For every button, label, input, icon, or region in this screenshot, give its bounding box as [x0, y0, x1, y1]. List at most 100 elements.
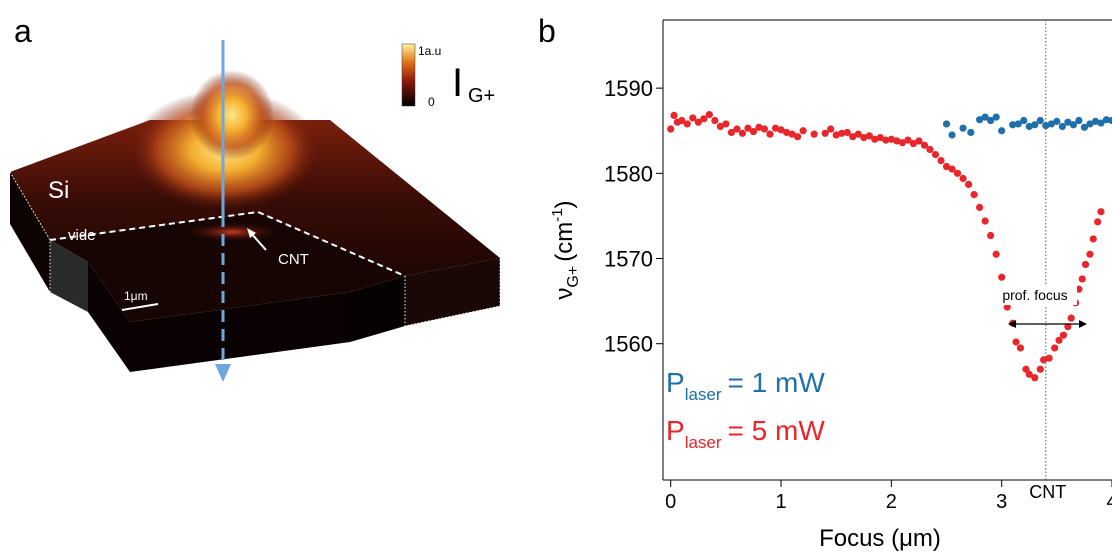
panel-label: b [538, 13, 556, 49]
scale-bar [121, 303, 159, 311]
point [976, 203, 984, 212]
point [700, 115, 708, 123]
x-tick-label: 3 [996, 491, 1007, 513]
point [942, 162, 951, 171]
point [915, 137, 923, 145]
point [1009, 121, 1017, 129]
point [970, 191, 978, 199]
point [948, 165, 956, 173]
point [860, 133, 868, 142]
cnt-glow [187, 223, 277, 241]
point [992, 113, 1000, 121]
y-tick-label: 1560 [604, 332, 653, 357]
point [678, 116, 686, 125]
legend-entry: Plaser = 5 mW [666, 415, 825, 452]
point [1036, 365, 1044, 373]
legend-part: = 5 mW [728, 415, 826, 446]
point [1064, 323, 1072, 331]
y-label-part: G+ [565, 266, 582, 288]
point [667, 125, 675, 133]
point [760, 125, 769, 133]
point [931, 150, 940, 159]
point [959, 174, 967, 183]
point [942, 120, 951, 128]
point [981, 113, 989, 121]
point [843, 128, 851, 137]
face [10, 172, 50, 292]
x-axis-label: Focus (μm) [819, 525, 941, 552]
legend-part: laser [685, 385, 722, 404]
point [887, 135, 895, 143]
legend-part: P [666, 415, 685, 446]
point [766, 130, 774, 138]
point [733, 125, 741, 133]
annotation: CNT [1029, 482, 1066, 502]
point [1058, 122, 1066, 131]
point [749, 127, 758, 136]
point [738, 129, 747, 137]
point [1080, 123, 1089, 131]
point [998, 127, 1006, 135]
point [716, 122, 724, 131]
y-label-part: ν [551, 288, 578, 300]
face [88, 262, 350, 372]
point [1036, 116, 1044, 125]
colorbar [401, 43, 416, 107]
intensity-sub: G+ [468, 85, 495, 107]
point [1016, 344, 1025, 352]
point [722, 120, 730, 128]
point [871, 135, 879, 143]
y-label-part: -1 [549, 208, 566, 221]
y-axis-label: νG+ (cm-1) [549, 200, 582, 299]
y-tick-label: 1590 [604, 76, 653, 101]
y-label-part: ) [551, 200, 578, 208]
point [1102, 116, 1111, 124]
point [1040, 356, 1048, 364]
point [832, 131, 840, 139]
point [782, 128, 791, 137]
point [1020, 116, 1028, 125]
x-tick-label: 0 [665, 491, 676, 513]
point [1014, 120, 1022, 128]
x-tick-label: 2 [886, 491, 897, 513]
point [689, 114, 697, 122]
face [50, 240, 88, 312]
point [788, 130, 796, 138]
point [1025, 370, 1033, 378]
point [992, 250, 1000, 258]
point [937, 156, 945, 165]
point [1031, 374, 1039, 382]
point [1069, 121, 1077, 129]
x-tick-label: 4 [1106, 491, 1112, 513]
point [1053, 117, 1061, 125]
point [964, 180, 973, 189]
vide-surface [50, 212, 405, 322]
point [683, 120, 691, 128]
panel-a: a Si vide CNT 1μm 1a.u 0 I G+ [9, 13, 501, 382]
point [976, 116, 984, 124]
point [1045, 354, 1053, 362]
point [1042, 122, 1050, 130]
arrow-head [1079, 320, 1087, 328]
point [1081, 260, 1090, 269]
point [998, 273, 1006, 281]
point [694, 118, 702, 126]
point [854, 130, 862, 138]
point [987, 231, 995, 240]
point [1094, 218, 1102, 226]
point [1012, 338, 1020, 346]
point [882, 136, 890, 144]
point [959, 124, 967, 132]
scale-label: 1μm [124, 289, 148, 303]
beam-head [215, 364, 231, 382]
point [1097, 119, 1105, 127]
point [1059, 331, 1068, 339]
point [898, 139, 906, 147]
point [1086, 120, 1094, 128]
point [799, 127, 807, 135]
vide-label: vide [68, 227, 96, 244]
legend-entry: Plaser = 1 mW [666, 367, 825, 404]
y-tick-label: 1570 [604, 247, 653, 272]
point [849, 133, 857, 141]
point [1075, 285, 1083, 293]
